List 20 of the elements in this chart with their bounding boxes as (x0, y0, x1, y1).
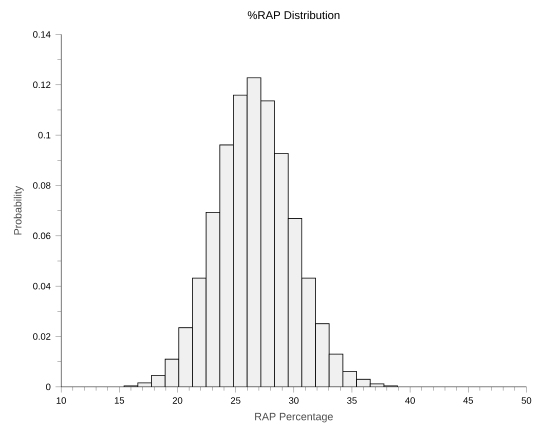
y-tick-label: 0.04 (33, 282, 51, 290)
x-axis-title: RAP Percentage (255, 412, 333, 422)
y-tick-label: 0.14 (33, 31, 51, 38)
x-tick-label: 30 (288, 397, 299, 404)
y-tick-label: 0.08 (33, 182, 50, 189)
x-tick-label: 50 (522, 397, 532, 404)
y-tick-label: 0 (46, 384, 50, 390)
y-tick-label: 0.12 (33, 82, 50, 88)
x-tick-label: 10 (56, 397, 66, 404)
x-tick-label: 40 (405, 397, 415, 404)
x-tick-label: 25 (230, 397, 240, 404)
chart-title: %RAP Distribution (248, 10, 340, 20)
x-tick-label: 45 (463, 397, 474, 404)
x-tick-label: 15 (114, 397, 124, 404)
y-axis-title: Probability (14, 186, 24, 235)
y-tick-label: 0.02 (33, 333, 50, 340)
x-tick-label: 20 (172, 397, 182, 404)
y-tick-label: 0.1 (38, 132, 50, 138)
y-tick-label: 0.06 (33, 232, 50, 240)
x-tick-label: 35 (347, 397, 357, 404)
